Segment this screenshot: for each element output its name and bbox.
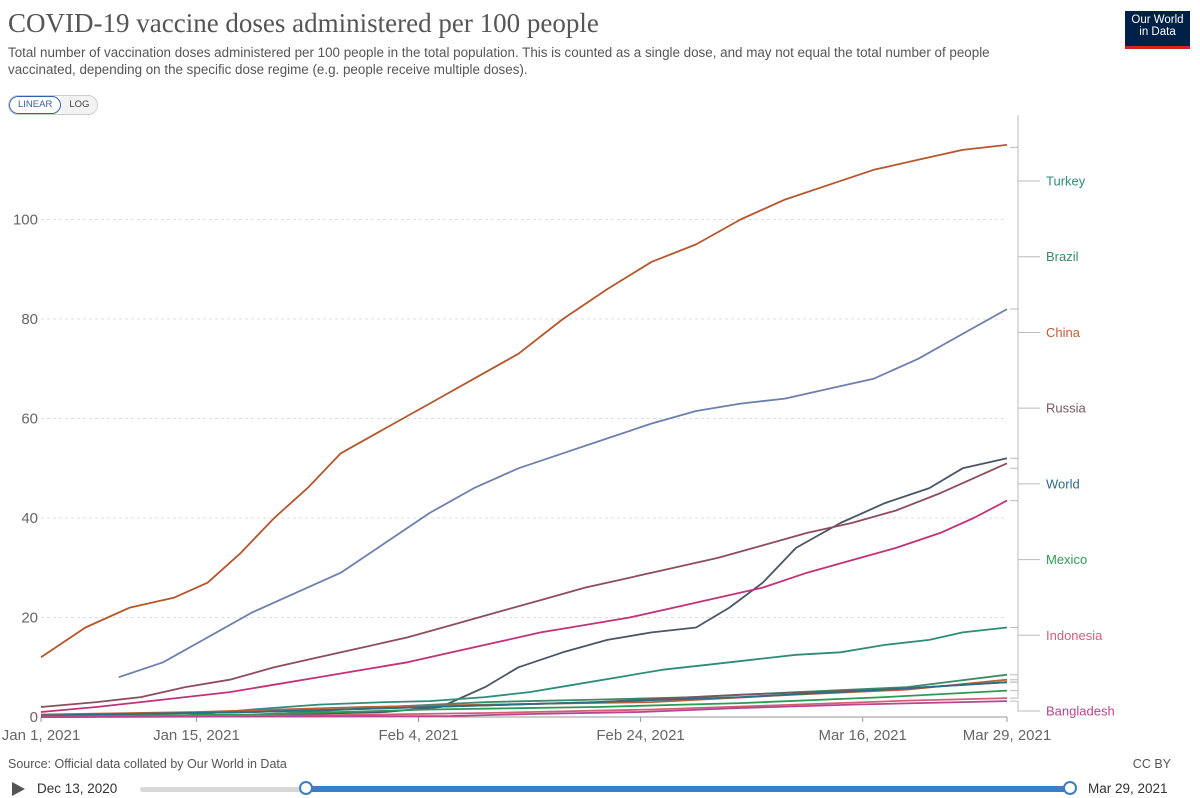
series-label-china: China xyxy=(1046,325,1081,340)
x-tick-label: Jan 15, 2021 xyxy=(153,727,240,744)
label-connector xyxy=(1010,634,1040,699)
x-tick-label: Mar 29, 2021 xyxy=(963,727,1051,744)
series-label-russia: Russia xyxy=(1046,401,1087,416)
label-connector xyxy=(1010,483,1040,683)
timeline-end-label: Mar 29, 2021 xyxy=(1088,781,1168,796)
series-line-chile xyxy=(40,457,1008,718)
label-connector xyxy=(1010,115,1019,310)
label-connector xyxy=(1010,700,1040,712)
line-chart: 0 20 40 60 80 100 Jan 1, 2021 Jan 15, 2021 Feb 4… xyxy=(2,115,1115,744)
scale-toggle[interactable]: LINEAR LOG xyxy=(8,95,99,115)
label-connector xyxy=(1010,115,1019,502)
x-tick-label: Feb 24, 2021 xyxy=(596,727,684,744)
y-tick-label: 20 xyxy=(21,610,38,627)
y-tick-label: 0 xyxy=(30,709,38,726)
y-tick-label: 60 xyxy=(21,411,38,428)
series-line-united-kingdom xyxy=(40,462,1008,708)
x-tick-label: Jan 1, 2021 xyxy=(2,727,80,744)
label-connector xyxy=(1010,407,1040,683)
x-tick-label: Feb 4, 2021 xyxy=(378,727,458,744)
logo-line-2: in Data xyxy=(1139,26,1176,38)
series-line-united-states xyxy=(40,499,1008,713)
x-tick-label: Mar 16, 2021 xyxy=(818,727,906,744)
series-label-indonesia: Indonesia xyxy=(1046,628,1103,643)
series-line-bangladesh xyxy=(40,700,1008,718)
label-connector xyxy=(1010,115,1019,148)
timeline-slider[interactable]: Dec 13, 2020 Mar 29, 2021 xyxy=(0,778,1200,798)
y-tick-label: 100 xyxy=(13,212,38,229)
label-connector xyxy=(1010,256,1040,676)
series-line-brazil xyxy=(40,673,1008,718)
timeline-start-handle[interactable] xyxy=(299,781,313,795)
label-connector xyxy=(1010,180,1040,628)
timeline-end-handle[interactable] xyxy=(1063,781,1077,795)
series-label-bangladesh: Bangladesh xyxy=(1046,704,1115,719)
log-scale-button[interactable]: LOG xyxy=(61,96,98,114)
chart-subtitle: Total number of vaccination doses admini… xyxy=(8,45,990,77)
y-tick-label: 40 xyxy=(21,510,38,527)
label-connector xyxy=(1010,115,1019,459)
series-label-turkey: Turkey xyxy=(1046,174,1086,189)
license-link[interactable]: CC BY xyxy=(1132,757,1171,771)
linear-scale-button[interactable]: LINEAR xyxy=(9,96,62,114)
timeline-start-label: Dec 13, 2020 xyxy=(37,781,118,796)
source-note[interactable]: Source: Official data collated by Our Wo… xyxy=(8,757,287,771)
owid-logo[interactable]: Our World in Data xyxy=(1125,11,1190,49)
label-connector xyxy=(1010,115,1019,469)
play-icon[interactable] xyxy=(12,782,25,796)
series-label-brazil: Brazil xyxy=(1046,249,1079,264)
series-line-mexico xyxy=(40,689,1008,718)
y-tick-label: 80 xyxy=(21,311,38,328)
series-line-turkey xyxy=(40,626,1008,718)
label-connector xyxy=(1010,559,1040,692)
chart-title: COVID-19 vaccine doses administered per … xyxy=(8,8,599,38)
timeline-selected-range xyxy=(306,786,1071,792)
series-label-world: World xyxy=(1046,476,1080,491)
series-line-world xyxy=(40,681,1008,717)
logo-line-1: Our World xyxy=(1131,14,1184,26)
series-label-mexico: Mexico xyxy=(1046,552,1087,567)
series-line-israel xyxy=(40,144,1008,659)
series-line-united-arab-emirates xyxy=(118,308,1008,679)
